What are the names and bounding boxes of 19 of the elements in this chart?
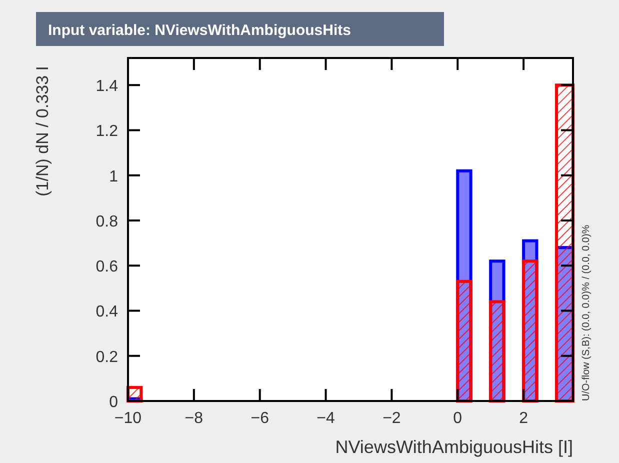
y-axis-title: (1/N) dN / 0.333 I [33,66,52,196]
text: U/O-flow (S,B): (0.0, 0.0)% / (0.0, 0.0)% [581,224,592,401]
x-tick-label: 0 [453,410,462,427]
x-tick-label: −6 [250,410,270,427]
y-tick-label: 0 [109,394,118,411]
y-tick-label: 1.4 [96,78,118,96]
x-tick-label: −10 [114,410,142,427]
y-tick-label: 1 [109,168,118,186]
x-tick-label: −8 [184,410,204,427]
y-tick-label: 0.6 [96,258,118,276]
y-tick-label: 0.2 [96,348,118,366]
y-tick-label: 0.8 [96,213,118,230]
x-tick-label: −4 [316,410,335,427]
x-axis-title: NViewsWithAmbiguousHits [I] [335,437,573,457]
x-tick-label: −2 [382,410,401,427]
y-tick-label: 0.4 [96,304,118,321]
y-tick-label: 1.2 [96,123,118,140]
chart-title: Input variable: NViewsWithAmbiguousHits [48,22,351,39]
x-tick-label: 2 [519,410,528,427]
